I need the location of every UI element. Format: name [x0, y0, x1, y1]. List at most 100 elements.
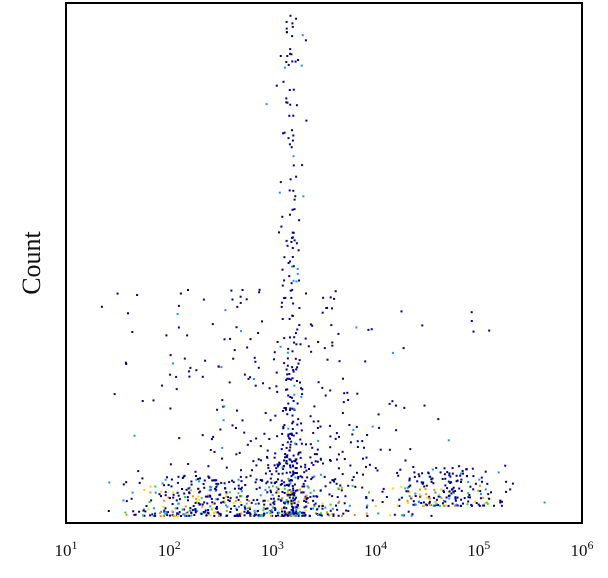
data-point: [279, 345, 282, 348]
data-point: [305, 443, 307, 446]
data-point: [319, 473, 322, 476]
data-point: [127, 312, 129, 315]
data-point: [283, 484, 286, 487]
data-point: [267, 464, 270, 467]
data-point: [255, 464, 258, 467]
data-point: [284, 513, 287, 516]
data-point: [170, 485, 173, 488]
data-point: [368, 463, 371, 466]
data-point: [459, 474, 462, 477]
data-point: [277, 491, 280, 494]
data-point: [191, 495, 194, 498]
data-point: [154, 485, 157, 488]
data-point: [220, 501, 223, 504]
data-point: [356, 446, 359, 448]
data-point: [334, 478, 337, 481]
data-point: [281, 284, 284, 287]
data-point: [213, 512, 215, 515]
data-point: [233, 505, 236, 507]
data-point: [312, 507, 314, 510]
data-point: [286, 441, 289, 444]
data-point: [246, 512, 249, 514]
data-point: [275, 515, 277, 517]
data-point: [243, 506, 246, 509]
data-point: [431, 468, 434, 471]
data-point: [287, 502, 289, 505]
data-point: [420, 481, 423, 484]
data-point: [281, 466, 284, 469]
data-point: [198, 480, 201, 483]
data-point: [272, 501, 275, 504]
data-point: [450, 481, 452, 484]
data-point: [371, 499, 374, 502]
data-point: [403, 406, 406, 409]
data-point: [151, 513, 154, 516]
data-point: [290, 514, 292, 517]
data-point: [187, 289, 189, 291]
data-point: [149, 491, 152, 494]
data-point: [283, 424, 286, 427]
data-point: [283, 487, 286, 490]
data-point: [274, 414, 277, 417]
data-point: [428, 500, 431, 503]
data-point: [411, 513, 414, 516]
data-point: [467, 500, 470, 503]
data-point: [207, 509, 210, 511]
data-point: [215, 479, 218, 482]
data-point: [303, 506, 306, 509]
data-point: [262, 382, 264, 385]
data-point: [240, 495, 243, 498]
data-point: [190, 514, 193, 517]
data-point: [310, 350, 313, 353]
data-point: [289, 52, 292, 55]
data-point: [330, 513, 333, 516]
data-point: [339, 484, 342, 487]
data-point: [295, 175, 298, 178]
data-point: [448, 472, 451, 475]
data-point: [203, 486, 206, 489]
data-point: [430, 514, 433, 517]
data-point: [290, 296, 293, 299]
data-point: [288, 189, 291, 192]
data-point: [474, 500, 476, 503]
data-point: [278, 461, 281, 464]
data-point: [266, 455, 268, 458]
data-point: [291, 314, 294, 317]
data-point: [221, 446, 224, 449]
data-point: [283, 481, 286, 484]
data-point: [216, 505, 218, 508]
data-point: [317, 381, 320, 384]
data-point: [397, 474, 400, 477]
data-point: [393, 513, 396, 516]
data-point: [347, 510, 350, 512]
data-point: [295, 467, 298, 470]
data-point: [297, 511, 300, 514]
data-point: [326, 513, 329, 516]
data-point: [169, 463, 172, 466]
data-point: [307, 502, 310, 504]
data-point: [283, 297, 286, 300]
data-point: [329, 481, 332, 484]
data-point: [235, 496, 238, 499]
data-point: [395, 429, 398, 432]
data-point: [172, 362, 174, 365]
data-point: [427, 472, 430, 475]
data-point: [439, 471, 442, 474]
data-point: [161, 384, 164, 387]
data-point: [428, 497, 431, 500]
data-point: [329, 435, 332, 438]
data-point: [290, 440, 293, 443]
data-point: [356, 471, 358, 474]
data-point: [247, 507, 249, 510]
data-point: [178, 437, 181, 440]
data-point: [276, 341, 279, 343]
data-point: [258, 486, 261, 489]
data-point: [247, 377, 250, 380]
data-point: [195, 478, 198, 481]
data-point: [169, 407, 172, 410]
data-point: [249, 474, 252, 477]
data-point: [317, 514, 319, 516]
data-point: [448, 497, 451, 500]
data-point: [240, 480, 243, 483]
data-point: [500, 504, 503, 507]
